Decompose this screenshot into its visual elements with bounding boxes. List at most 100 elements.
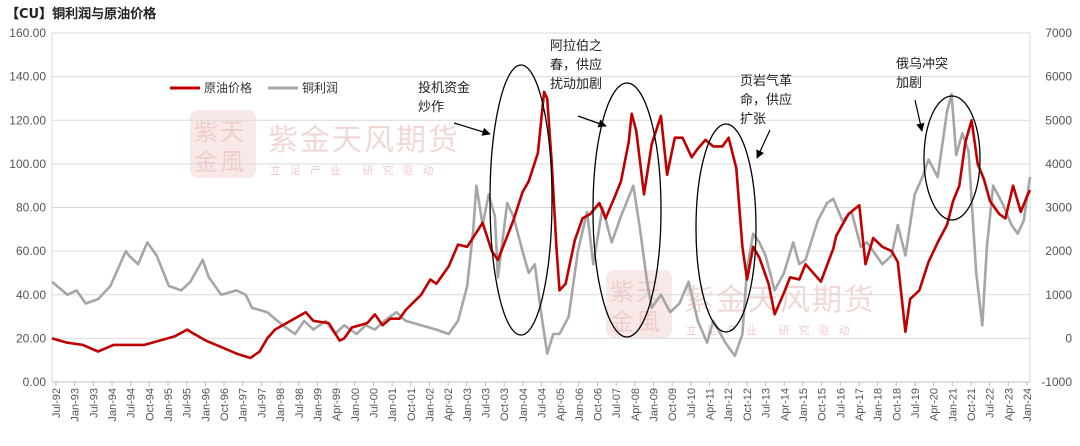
x-tick-label: Oct-01 (406, 388, 418, 421)
left-y-tick-label: 140.00 (9, 70, 46, 84)
annotation-text: 命，供应 (740, 92, 792, 108)
x-tick-label: Jul-13 (761, 388, 773, 418)
watermark-tagline: 立足产业 研究驱动 (686, 323, 859, 337)
x-tick-label: Apr-02 (443, 388, 455, 421)
watermark-tagline: 立足产业 研究驱动 (270, 163, 443, 177)
x-tick-label: Jan-04 (518, 388, 530, 422)
x-tick-label: Jul-10 (686, 388, 698, 418)
x-tick-label: Oct-18 (891, 388, 903, 421)
right-y-tick-label: 1000 (1045, 288, 1072, 302)
annotation-text: 俄乌冲突 (896, 56, 948, 72)
watermark-logo-text: 紫天 (194, 118, 246, 146)
right-y-tick-label: 7000 (1045, 26, 1072, 40)
x-tick-label: Oct-94 (144, 388, 156, 421)
x-tick-label: Jan-15 (798, 388, 810, 422)
x-tick-label: Oct-03 (499, 388, 511, 421)
annotation-ellipse (489, 64, 553, 336)
x-tick-label: Jul-97 (256, 388, 268, 418)
x-tick-label: Jan-99 (312, 388, 324, 422)
left-y-tick-label: 0.00 (23, 375, 47, 389)
gridlines (52, 32, 1030, 383)
x-tick-label: Oct-21 (966, 388, 978, 421)
x-tick-label: Jul-95 (182, 388, 194, 418)
x-tick-label: Jul-92 (51, 388, 63, 418)
x-tick-label: Jan-96 (200, 388, 212, 422)
series-layer (51, 90, 1032, 360)
x-tick-label: Jan-93 (70, 388, 82, 422)
x-tick-label: Jan-03 (462, 388, 474, 422)
annotation-arrow (914, 99, 925, 132)
left-y-tick-label: 120.00 (9, 113, 46, 127)
right-y-tick-label: 0 (1065, 331, 1072, 345)
left-y-tick-label: 100.00 (9, 157, 46, 171)
x-tick-label: Jan-24 (1022, 388, 1034, 422)
x-tick-label: Jan-97 (238, 388, 250, 422)
watermark-logo (190, 110, 256, 178)
x-tick-label: Oct-09 (667, 388, 679, 421)
right-y-tick-label: 5000 (1045, 113, 1072, 127)
x-tick-label: Apr-23 (1003, 388, 1015, 421)
annotation-ellipse (592, 82, 662, 338)
x-axis: Jul-92 Jan-93 Jul-93 Jan-94 Jul-94 Oct-94 Jan-… (51, 381, 1034, 422)
watermark-name: 紫金天风期货 (268, 123, 460, 158)
x-tick-label: Jul-04 (537, 388, 549, 418)
x-tick-label: Jul-00 (368, 388, 380, 418)
x-tick-label: Oct-96 (219, 388, 231, 421)
annotation-ellipse (923, 95, 981, 221)
x-tick-label: Oct-12 (742, 388, 754, 421)
x-tick-label: Jan-01 (387, 388, 399, 422)
annotation-text: 炒作 (418, 100, 444, 115)
right-y-axis: -1000 0 1000 2000 3000 4000 5000 6000 7000 (1041, 26, 1072, 389)
x-tick-label: Apr-11 (705, 388, 717, 420)
watermark-name: 紫金天风期货 (684, 283, 876, 318)
annotation-text: 投机资金 (418, 80, 470, 96)
oil-price-line (51, 90, 1032, 360)
watermark-logo-text: 金風 (610, 308, 662, 336)
x-tick-label: Jan-94 (107, 388, 119, 422)
x-tick-label: Apr-14 (779, 388, 791, 421)
x-tick-label: Oct-15 (817, 388, 829, 421)
x-tick-label: Jan-12 (723, 388, 735, 422)
annotation-ellipse (695, 123, 757, 333)
x-tick-label: Jul-07 (611, 388, 623, 418)
right-y-tick-label: 2000 (1045, 244, 1072, 258)
x-tick-label: Jul-94 (126, 388, 138, 418)
left-y-tick-label: 40.00 (16, 288, 46, 302)
annotation-text: 加剧 (896, 76, 922, 91)
x-tick-label: Jan-21 (947, 388, 959, 422)
left-y-tick-label: 20.00 (16, 331, 46, 345)
x-tick-label: Jul-19 (910, 388, 922, 418)
x-tick-label: Jan-06 (574, 388, 586, 422)
annotation-arrow (453, 122, 491, 136)
annotation-text: 春，供应 (550, 57, 602, 73)
left-y-tick-label: 160.00 (9, 26, 46, 40)
copper-profit-line (51, 92, 1032, 358)
annotation-text: 阿拉伯之 (550, 39, 602, 54)
annotation-ellipses (489, 64, 981, 338)
x-tick-label: Jul-22 (985, 388, 997, 418)
watermark-logo-text: 金風 (194, 148, 246, 176)
chart-title: 【CU】铜利润与原油价格 (6, 7, 157, 22)
x-tick-label: Apr-17 (854, 388, 866, 421)
x-tick-label: Jan-02 (424, 388, 436, 422)
right-y-tick-label: 3000 (1045, 201, 1072, 215)
right-y-tick-label: 4000 (1045, 157, 1072, 171)
left-y-tick-label: 80.00 (16, 201, 46, 215)
x-tick-label: Jul-93 (88, 388, 100, 418)
legend: 原油价格 铜利润 (170, 80, 338, 95)
left-y-tick-label: 60.00 (16, 244, 46, 258)
x-tick-label: Jul-03 (480, 388, 492, 418)
x-tick-label: Apr-20 (929, 388, 941, 421)
left-y-axis: 0.00 20.00 40.00 60.00 80.00 100.00 120.00 140.… (9, 26, 1031, 389)
x-tick-label: Apr-99 (331, 388, 343, 421)
legend-label-copper: 铜利润 (302, 80, 338, 95)
x-tick-label: Apr-05 (555, 388, 567, 421)
annotation-arrow (577, 115, 607, 128)
right-y-tick-label: -1000 (1041, 375, 1072, 389)
right-y-tick-label: 6000 (1045, 70, 1072, 84)
x-tick-label: Jan-18 (873, 388, 885, 422)
x-tick-label: Jul-98 (294, 388, 306, 418)
